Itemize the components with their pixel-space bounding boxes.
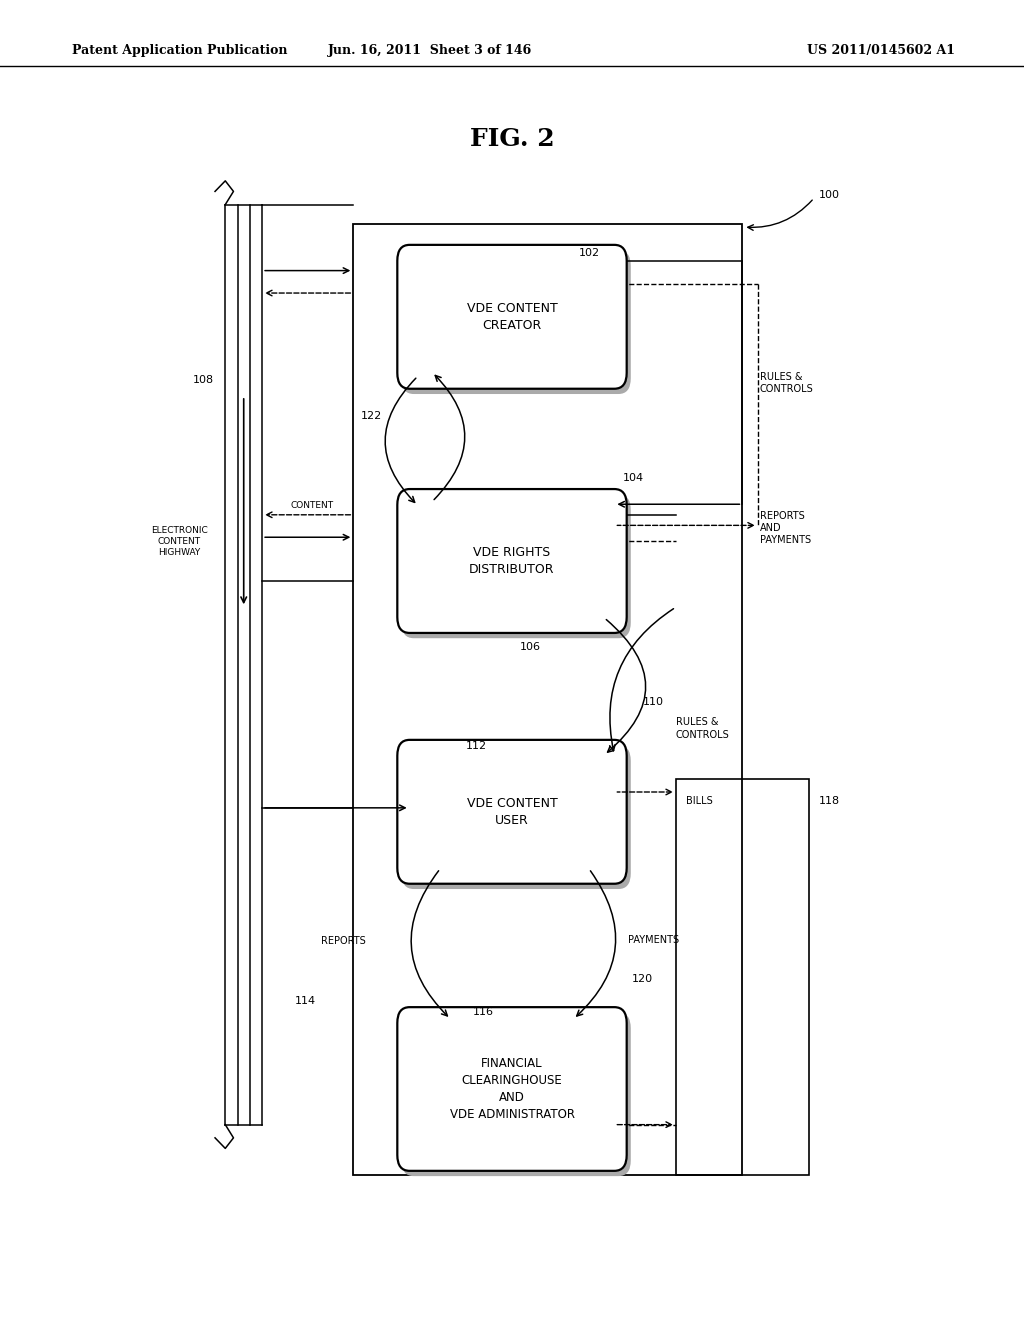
- FancyBboxPatch shape: [397, 244, 627, 388]
- Text: RULES &
CONTROLS: RULES & CONTROLS: [760, 372, 813, 393]
- Text: RULES &
CONTROLS: RULES & CONTROLS: [676, 718, 729, 739]
- Text: 100: 100: [819, 190, 841, 201]
- Text: 112: 112: [466, 741, 487, 751]
- Text: 114: 114: [295, 995, 316, 1006]
- Text: REPORTS
AND
PAYMENTS: REPORTS AND PAYMENTS: [760, 511, 811, 545]
- Text: VDE CONTENT
USER: VDE CONTENT USER: [467, 797, 557, 826]
- Text: FINANCIAL
CLEARINGHOUSE
AND
VDE ADMINISTRATOR: FINANCIAL CLEARINGHOUSE AND VDE ADMINIST…: [450, 1057, 574, 1121]
- Text: 108: 108: [193, 375, 214, 385]
- FancyBboxPatch shape: [397, 739, 627, 884]
- Text: 120: 120: [632, 974, 653, 985]
- Text: ELECTRONIC
CONTENT
HIGHWAY: ELECTRONIC CONTENT HIGHWAY: [151, 525, 208, 557]
- FancyBboxPatch shape: [401, 495, 631, 639]
- FancyBboxPatch shape: [401, 251, 631, 393]
- Text: 118: 118: [819, 796, 841, 807]
- FancyBboxPatch shape: [401, 1012, 631, 1176]
- Bar: [353, 224, 742, 1175]
- Text: CONTENT: CONTENT: [291, 502, 334, 510]
- Text: US 2011/0145602 A1: US 2011/0145602 A1: [807, 44, 954, 57]
- FancyBboxPatch shape: [397, 490, 627, 634]
- Text: 104: 104: [623, 473, 644, 483]
- Text: VDE CONTENT
CREATOR: VDE CONTENT CREATOR: [467, 302, 557, 331]
- Text: Jun. 16, 2011  Sheet 3 of 146: Jun. 16, 2011 Sheet 3 of 146: [328, 44, 532, 57]
- Bar: [676, 779, 809, 1175]
- FancyBboxPatch shape: [401, 744, 631, 890]
- Text: Patent Application Publication: Patent Application Publication: [72, 44, 287, 57]
- Text: FIG. 2: FIG. 2: [470, 127, 554, 150]
- Text: 116: 116: [473, 1007, 495, 1018]
- Text: PAYMENTS: PAYMENTS: [628, 935, 679, 945]
- Text: 106: 106: [520, 642, 542, 652]
- Text: BILLS: BILLS: [686, 796, 713, 807]
- Text: 102: 102: [579, 248, 600, 259]
- Text: 122: 122: [360, 411, 382, 421]
- FancyBboxPatch shape: [397, 1007, 627, 1171]
- Text: REPORTS: REPORTS: [321, 936, 366, 946]
- Text: 110: 110: [643, 697, 665, 708]
- Text: VDE RIGHTS
DISTRIBUTOR: VDE RIGHTS DISTRIBUTOR: [469, 546, 555, 576]
